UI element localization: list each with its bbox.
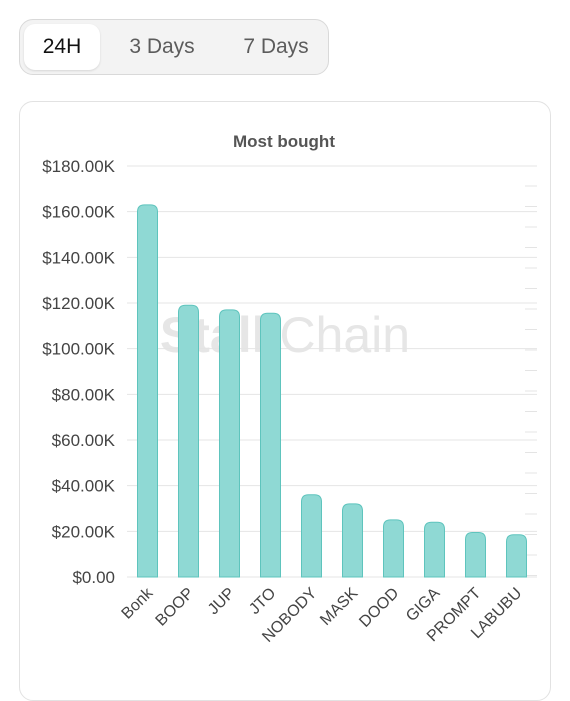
bar-boop[interactable] [178,304,199,578]
bar-dood[interactable] [383,519,404,578]
y-tick-label: $0.00 [72,568,115,587]
bar-mask[interactable] [342,503,363,578]
x-tick-label: Bonk [119,584,158,623]
tab-7-days[interactable]: 7 Days [243,35,309,58]
x-tick-label: JUP [205,585,238,618]
x-tick-label: JTO [246,585,279,618]
y-tick-label: $160.00K [42,203,115,222]
tab-3-days[interactable]: 3 Days [129,35,195,58]
bar-prompt[interactable] [465,531,486,578]
chart-card [19,101,551,701]
x-tick-label: MASK [317,585,361,629]
bar-nobody[interactable] [301,494,322,578]
chart-title: Most bought [233,132,335,151]
timeframe-tabs: 24H 3 Days 7 Days [19,19,329,75]
y-tick-label: $120.00K [42,294,115,313]
x-tick-label: DOOD [356,585,402,631]
x-tick-label: BOOP [153,585,198,630]
y-tick-label: $180.00K [42,157,115,176]
bar-bonk[interactable] [137,204,158,578]
bar-jto[interactable] [260,312,281,578]
y-tick-label: $140.00K [42,248,115,267]
y-tick-label: $20.00K [52,522,116,541]
y-tick-label: $40.00K [52,477,116,496]
y-tick-label: $60.00K [52,431,116,450]
bar-labubu[interactable] [506,534,527,578]
bar-chart: Most bought StalkChain $0.00$20.00K$40.0… [42,132,537,646]
bar-giga[interactable] [424,521,445,578]
y-tick-label: $100.00K [42,340,115,359]
y-tick-label: $80.00K [52,385,116,404]
tab-24h[interactable]: 24H [24,24,100,70]
watermark-part2: Chain [279,307,410,363]
bar-jup[interactable] [219,309,240,578]
